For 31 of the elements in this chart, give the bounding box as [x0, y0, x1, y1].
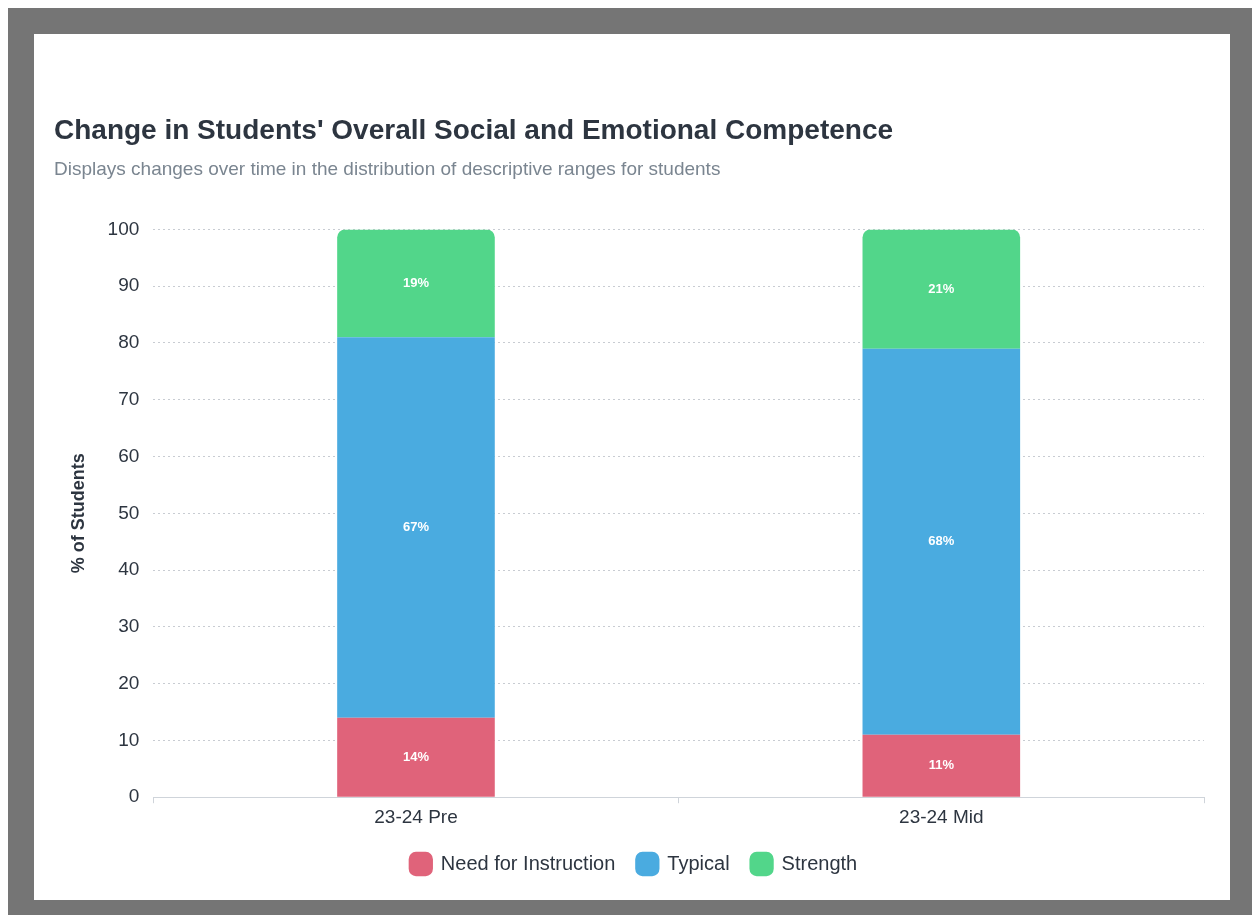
legend-label: Need for Instruction	[440, 851, 616, 874]
y-tick-label: 30	[118, 615, 140, 637]
bar	[337, 337, 495, 718]
bar	[862, 348, 1021, 735]
y-tick-label: 80	[118, 331, 140, 353]
y-tick-label: 0	[128, 785, 140, 807]
data-label: 11%	[928, 757, 955, 773]
y-tick-label: 90	[118, 274, 140, 296]
y-tick-label: 50	[118, 501, 140, 523]
legend-label: Typical	[667, 851, 730, 874]
y-tick-label: 10	[118, 728, 140, 750]
x-tick-label: 23-24 Pre	[374, 805, 458, 827]
chart-title: Change in Students' Overall Social and Emotional Competence	[54, 114, 894, 146]
x-tick-label: 23-24 Mid	[899, 805, 984, 827]
bar	[337, 717, 495, 797]
y-tick-label: 70	[118, 387, 140, 409]
chart-subtitle: Displays changes over time in the distribution of descriptive ranges for students	[54, 158, 721, 180]
bar	[862, 734, 1021, 797]
bar	[862, 229, 1021, 349]
data-label: 67%	[402, 519, 430, 535]
data-label: 21%	[928, 280, 955, 296]
y-tick-label: 100	[107, 217, 140, 239]
data-label: 68%	[928, 533, 955, 549]
y-tick-label: 20	[118, 671, 140, 693]
bar	[337, 229, 495, 338]
data-label: 19%	[402, 274, 430, 290]
y-axis-title: % of Students	[67, 453, 88, 574]
data-label: 14%	[402, 748, 430, 764]
legend-label: Strength	[781, 851, 858, 874]
y-tick-label: 60	[118, 444, 140, 466]
y-tick-label: 40	[118, 558, 140, 580]
